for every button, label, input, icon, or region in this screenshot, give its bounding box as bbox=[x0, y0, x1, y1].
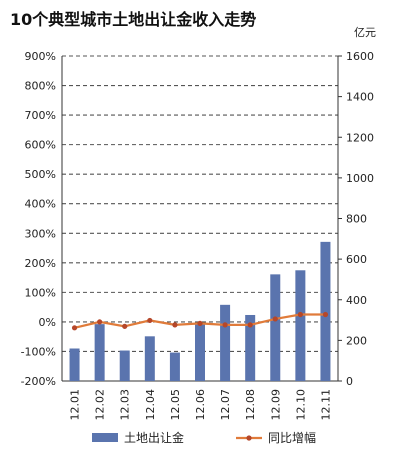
left-tick-label: 900% bbox=[25, 50, 56, 63]
left-tick-label: 400% bbox=[25, 198, 56, 211]
line-point bbox=[71, 325, 78, 331]
bar bbox=[144, 336, 155, 381]
bar-series bbox=[69, 241, 331, 381]
left-tick-label: -200% bbox=[21, 375, 56, 388]
bar bbox=[69, 348, 80, 381]
line-point bbox=[297, 311, 303, 318]
left-axis-ticks: -200% -100% 0% 100% 200% 300% 400% 500% 600% 700%… bbox=[21, 50, 56, 388]
legend-swatch-bar bbox=[92, 433, 118, 442]
x-tick-label: 12.11 bbox=[319, 389, 332, 421]
left-tick-label: 600% bbox=[25, 139, 56, 152]
left-tick-label: 100% bbox=[25, 286, 56, 299]
x-tick-label: 12.04 bbox=[144, 389, 157, 421]
left-tick-label: 800% bbox=[25, 80, 56, 93]
bar bbox=[295, 270, 306, 381]
right-tick-label: 1200 bbox=[346, 131, 374, 144]
line-point bbox=[322, 311, 329, 318]
line-point bbox=[97, 319, 103, 325]
x-tick-label: 12.02 bbox=[94, 389, 107, 421]
line-point bbox=[172, 322, 178, 328]
right-axis-unit: 亿元 bbox=[354, 26, 376, 39]
bar bbox=[195, 323, 205, 381]
line-point bbox=[122, 323, 128, 329]
bar bbox=[320, 241, 331, 381]
chart-title: 10个典型城市土地出让金收入走势 bbox=[10, 10, 257, 29]
x-tick-label: 12.08 bbox=[244, 389, 257, 421]
bar bbox=[119, 350, 130, 381]
right-tick-label: 1000 bbox=[346, 172, 374, 185]
right-tick-label: 0 bbox=[346, 375, 353, 388]
line-point bbox=[222, 322, 228, 328]
line-point bbox=[272, 316, 278, 322]
x-tick-label: 12.05 bbox=[169, 389, 182, 421]
legend-label-line: 同比增幅 bbox=[268, 430, 316, 445]
x-tick-label: 12.03 bbox=[119, 389, 132, 421]
legend-label-bar: 土地出让金 bbox=[124, 430, 184, 445]
left-tick-label: -100% bbox=[21, 345, 56, 358]
legend: 土地出让金 同比增幅 bbox=[92, 430, 316, 445]
bar bbox=[220, 304, 231, 381]
legend-marker-line bbox=[246, 435, 252, 441]
left-tick-label: 700% bbox=[25, 109, 56, 122]
bar bbox=[270, 274, 281, 381]
left-tick-label: 300% bbox=[25, 227, 56, 240]
bar bbox=[245, 314, 256, 381]
line-point bbox=[197, 320, 203, 326]
bar bbox=[169, 352, 180, 381]
left-tick-label: 0% bbox=[39, 316, 56, 329]
right-axis-ticks: 0 200 400 600 800 1000 1200 1400 1600 bbox=[338, 50, 374, 388]
x-tick-label: 12.06 bbox=[194, 389, 207, 421]
right-tick-label: 800 bbox=[346, 213, 367, 226]
x-axis-ticks: 12.01 12.02 12.03 12.04 12.05 12.06 12.07 12.08… bbox=[69, 389, 333, 421]
x-tick-label: 12.09 bbox=[269, 389, 282, 421]
x-tick-label: 12.01 bbox=[69, 389, 82, 421]
line-point bbox=[147, 317, 153, 324]
line-point bbox=[247, 322, 253, 328]
line-series bbox=[71, 311, 329, 331]
x-tick-label: 12.10 bbox=[294, 389, 307, 421]
bar bbox=[94, 324, 105, 381]
right-tick-label: 1600 bbox=[346, 50, 374, 63]
right-tick-label: 1400 bbox=[346, 91, 374, 104]
left-tick-label: 500% bbox=[25, 168, 56, 181]
right-tick-label: 200 bbox=[346, 334, 367, 347]
x-tick-label: 12.07 bbox=[219, 389, 232, 421]
left-tick-label: 200% bbox=[25, 257, 56, 270]
right-tick-label: 600 bbox=[346, 253, 367, 266]
right-tick-label: 400 bbox=[346, 294, 367, 307]
